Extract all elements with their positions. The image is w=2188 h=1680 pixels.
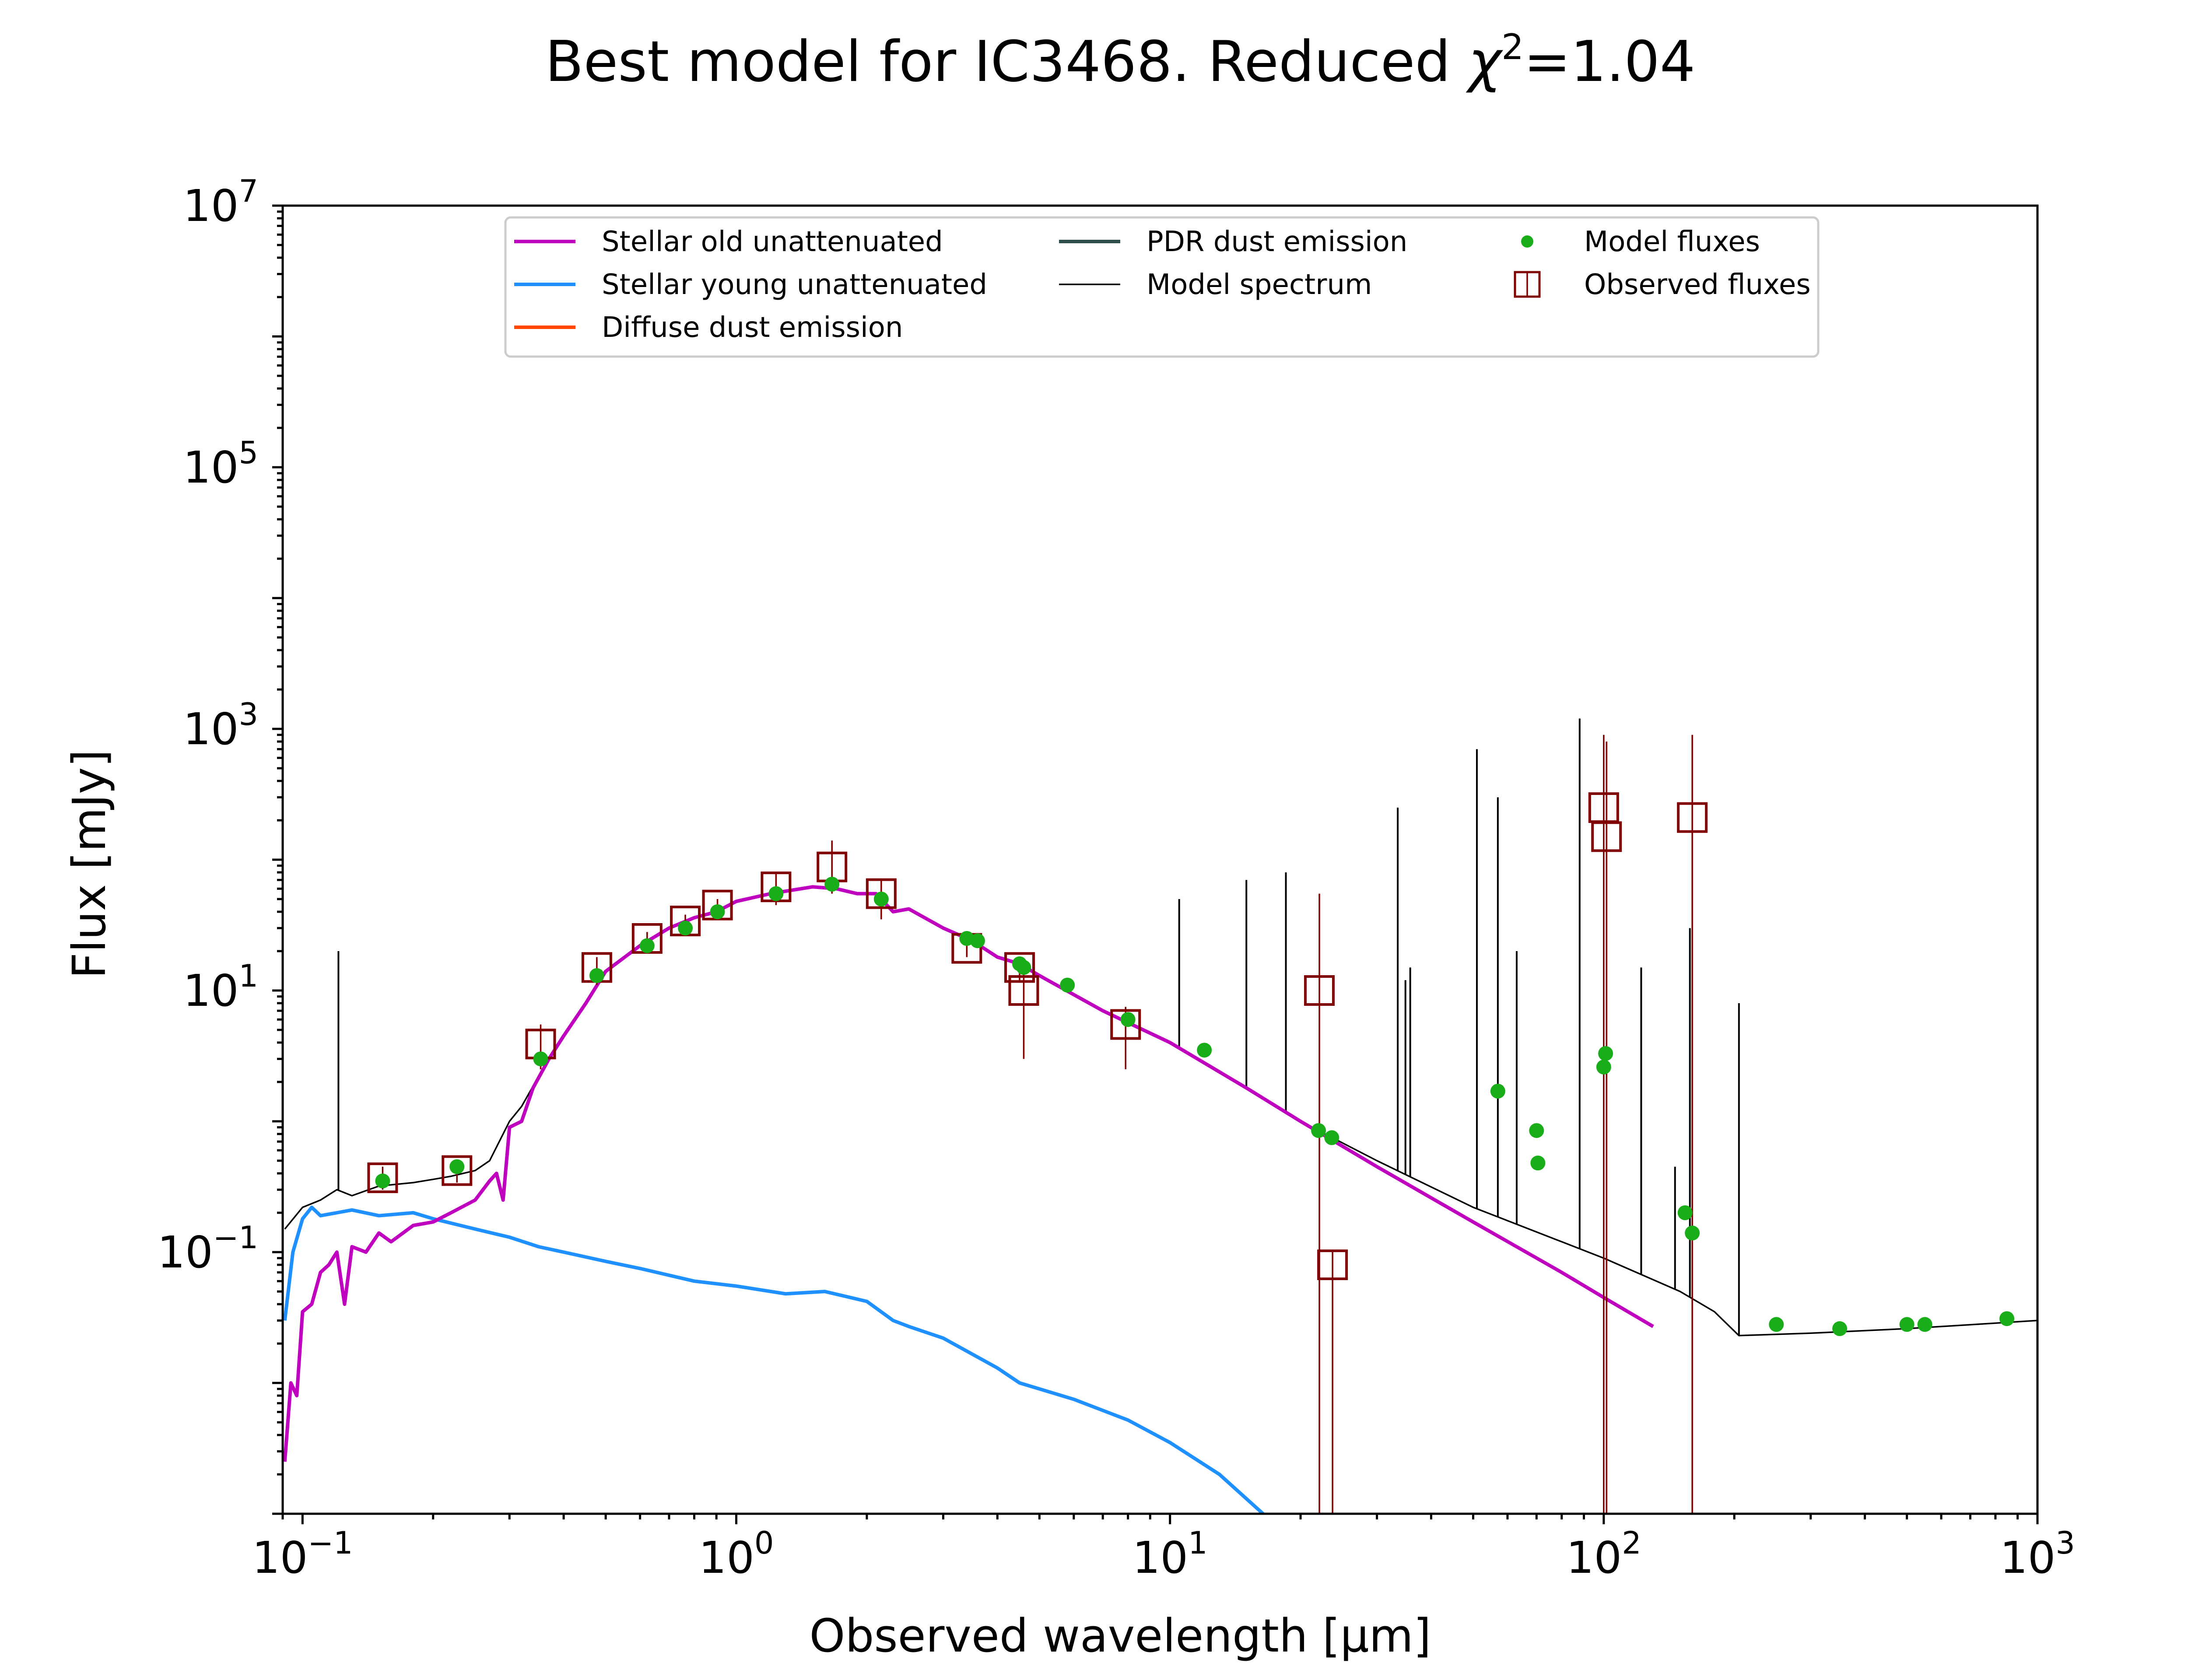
legend-label-0: Stellar old unattenuated — [602, 226, 943, 258]
y-tick-base-1: 10 — [183, 965, 238, 1016]
plot-area — [283, 718, 2037, 1514]
model-flux-4 — [639, 938, 655, 953]
y-tick-base-2: 10 — [183, 704, 238, 755]
series-model-spectrum — [284, 886, 2037, 1337]
x-tick-label-2: 101 — [1133, 1525, 1208, 1583]
observed-flux-15 — [1317, 1249, 1348, 1280]
model-flux-24 — [1677, 1205, 1693, 1220]
model-flux-30 — [1999, 1311, 2015, 1326]
chart-title-suffix: =1.04 — [1524, 29, 1695, 94]
observed-flux-13 — [1110, 1009, 1141, 1040]
model-flux-8 — [824, 876, 840, 892]
model-flux-16 — [1197, 1043, 1212, 1058]
legend-label-2: Diffuse dust emission — [602, 312, 903, 344]
model-flux-22 — [1596, 1059, 1611, 1074]
x-tick-label-4: 103 — [2000, 1525, 2075, 1583]
model-flux-23 — [1598, 1046, 1613, 1061]
y-tick-exp-0: −1 — [213, 1220, 258, 1256]
model-flux-5 — [678, 920, 693, 936]
model-flux-3 — [589, 968, 604, 983]
observed-flux-1 — [442, 1155, 473, 1186]
y-tick-label-2: 103 — [183, 696, 258, 755]
legend: Stellar old unattenuated Stellar young un… — [504, 216, 1820, 358]
x-tick-exp-1: 0 — [754, 1525, 774, 1561]
model-flux-6 — [710, 904, 725, 919]
x-tick-label-1: 100 — [699, 1525, 774, 1583]
legend-box — [504, 216, 1820, 358]
series-stellar-old-unattenuated — [283, 885, 1654, 1462]
legend-label-5: Model fluxes — [1584, 226, 1760, 258]
y-tick-label-4: 107 — [183, 173, 258, 231]
legend-label-4: Model spectrum — [1147, 269, 1372, 301]
y-tick-base-3: 10 — [183, 442, 238, 493]
chart-title-prefix: Best model for IC3468. Reduced — [545, 29, 1469, 94]
model-flux-28 — [1899, 1317, 1914, 1332]
model-flux-27 — [1832, 1321, 1848, 1336]
chart-title-sup: 2 — [1501, 27, 1524, 67]
model-flux-14 — [1060, 977, 1075, 993]
y-tick-label-3: 105 — [183, 435, 258, 493]
legend-swatch-5 — [1521, 235, 1533, 248]
model-flux-13 — [1016, 960, 1031, 975]
y-tick-exp-4: 7 — [238, 173, 258, 209]
series-stellar-young-unattenuated — [283, 1205, 1266, 1514]
legend-label-6: Observed fluxes — [1584, 269, 1811, 301]
y-tick-exp-3: 5 — [238, 435, 258, 471]
chart-title: Best model for IC3468. Reduced χ2=1.04 — [545, 27, 1696, 94]
model-flux-2 — [533, 1051, 548, 1067]
model-flux-21 — [1530, 1155, 1546, 1171]
model-flux-0 — [375, 1173, 390, 1189]
model-flux-19 — [1490, 1084, 1505, 1099]
model-flux-17 — [1311, 1123, 1326, 1138]
observed-flux-0 — [367, 1162, 398, 1194]
x-tick-exp-4: 3 — [2055, 1525, 2075, 1561]
legend-label-1: Stellar young unattenuated — [602, 269, 987, 301]
y-tick-label-1: 101 — [183, 958, 258, 1016]
x-tick-exp-0: −1 — [308, 1525, 353, 1561]
observed-flux-14 — [1304, 975, 1335, 1006]
y-tick-base-4: 10 — [183, 180, 238, 231]
model-flux-25 — [1685, 1225, 1700, 1241]
model-flux-20 — [1529, 1123, 1544, 1138]
model-flux-15 — [1120, 1012, 1136, 1027]
observed-flux-9 — [866, 878, 897, 909]
model-flux-1 — [449, 1159, 465, 1174]
model-flux-29 — [1917, 1317, 1932, 1332]
chart-title-symbol: χ — [1466, 29, 1503, 94]
y-tick-exp-2: 3 — [238, 696, 258, 732]
model-flux-11 — [970, 933, 985, 948]
model-flux-18 — [1324, 1130, 1339, 1145]
x-tick-base-1: 10 — [699, 1532, 754, 1583]
x-tick-label-0: 10−1 — [252, 1525, 353, 1583]
legend-label-3: PDR dust emission — [1147, 226, 1407, 258]
x-tick-base-2: 10 — [1133, 1532, 1188, 1583]
x-tick-label-3: 102 — [1566, 1525, 1641, 1583]
y-axis-label: Flux [mJy] — [63, 749, 116, 979]
x-tick-base-4: 10 — [2000, 1532, 2055, 1583]
observed-flux-11 — [1004, 952, 1035, 983]
x-tick-exp-2: 1 — [1188, 1525, 1208, 1561]
y-tick-label-0: 10−1 — [158, 1220, 258, 1278]
x-tick-base-3: 10 — [1566, 1532, 1622, 1583]
observed-flux-18 — [1677, 802, 1708, 833]
model-flux-9 — [873, 892, 889, 907]
observed-flux-17 — [1591, 821, 1622, 852]
x-tick-exp-3: 2 — [1622, 1525, 1641, 1561]
x-axis-label: Observed wavelength [μm] — [810, 1609, 1431, 1662]
observed-flux-12 — [1008, 975, 1039, 1006]
x-tick-base-0: 10 — [252, 1532, 308, 1583]
y-tick-base-0: 10 — [158, 1227, 213, 1278]
y-tick-exp-1: 1 — [238, 958, 258, 994]
model-flux-26 — [1769, 1317, 1784, 1332]
model-flux-7 — [768, 886, 784, 901]
